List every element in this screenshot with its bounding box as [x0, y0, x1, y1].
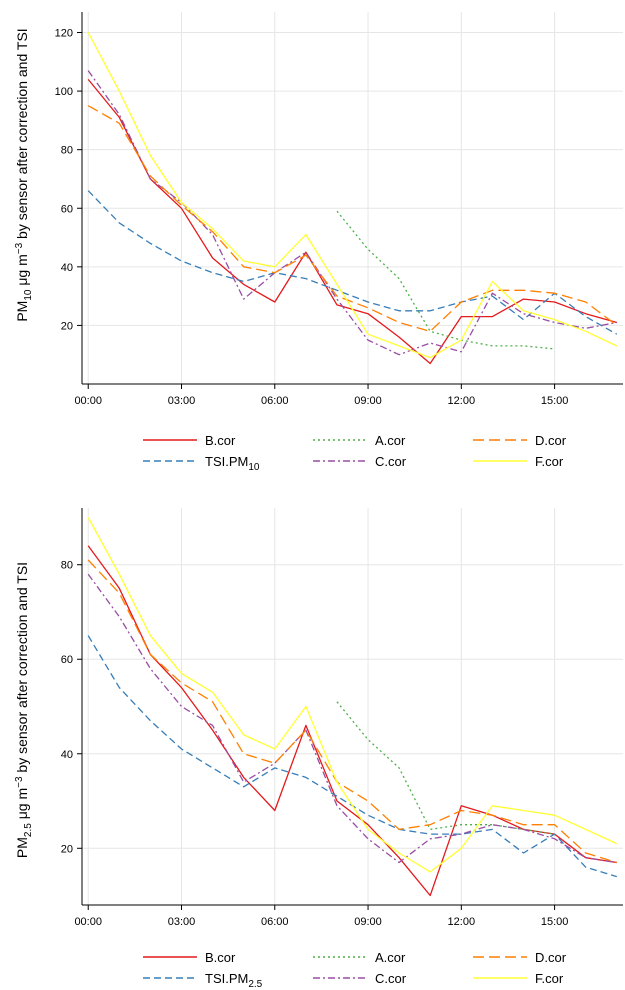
legend-label-b-cor: B.cor: [205, 950, 236, 965]
legend-label-tsi: TSI.PM2.5: [205, 971, 263, 990]
x-tick-label: 03:00: [168, 395, 196, 407]
y-tick-label: 80: [61, 560, 73, 572]
legend-label-f-cor: F.cor: [535, 971, 564, 986]
series-line-c-cor: [87, 70, 617, 356]
series-line-c-cor: [87, 573, 617, 864]
legend-label-d-cor: D.cor: [535, 950, 567, 965]
series-line-d-cor: [87, 559, 617, 864]
series-line-b-cor: [87, 78, 617, 365]
x-tick-label: 15:00: [541, 395, 569, 407]
x-tick-label: 09:00: [354, 395, 382, 407]
series-line-a-cor: [336, 210, 555, 350]
series-line-f-cor: [87, 32, 618, 359]
legend-label-c-cor: C.cor: [375, 971, 407, 986]
legend-label-c-cor: C.cor: [375, 454, 407, 469]
series-line-f-cor: [87, 517, 618, 873]
legend-label-tsi: TSI.PM10: [205, 454, 260, 473]
series-line-b-cor: [87, 545, 617, 897]
y-tick-label: 60: [61, 654, 73, 666]
y-tick-label: 60: [61, 203, 73, 215]
series-line-a-cor: [336, 701, 555, 835]
y-tick-label: 40: [61, 262, 73, 274]
y-tick-label: 100: [55, 86, 73, 98]
series-line-d-cor: [87, 105, 618, 332]
x-tick-label: 06:00: [261, 916, 289, 928]
x-tick-label: 03:00: [168, 916, 196, 928]
chart-panel-2: 00:00 03:00 06:00 09:00 12:00 15:00 20 40 60 80 PM…: [14, 508, 623, 990]
legend-label-b-cor: B.cor: [205, 433, 236, 448]
x-tick-label: 15:00: [541, 916, 569, 928]
x-tick-label: 12:00: [448, 395, 476, 407]
x-tick-label: 12:00: [448, 916, 476, 928]
y-tick-label: 40: [61, 749, 73, 761]
legend-label-d-cor: D.cor: [535, 433, 567, 448]
x-tick-label: 06:00: [261, 395, 289, 407]
legend-label-a-cor: A.cor: [375, 433, 406, 448]
y-tick-label: 20: [61, 843, 73, 855]
x-tick-label: 00:00: [74, 916, 102, 928]
chart-panel-1: 00:00 03:00 06:00 09:00 12:00 15:00 20 40 60 80 10…: [14, 12, 623, 473]
y-axis-title: PM10 μg m−3 by sensor after correction a…: [14, 28, 34, 321]
y-tick-label: 20: [61, 320, 73, 332]
legend-label-f-cor: F.cor: [535, 454, 564, 469]
y-axis-title: PM2.5 μg m−3 by sensor after correction …: [14, 562, 34, 858]
y-tick-label: 80: [61, 145, 73, 157]
legend-label-a-cor: A.cor: [375, 950, 406, 965]
y-tick-label: 120: [55, 28, 73, 40]
x-tick-label: 09:00: [354, 916, 382, 928]
series-line-tsi: [87, 190, 618, 335]
x-tick-label: 00:00: [74, 395, 102, 407]
